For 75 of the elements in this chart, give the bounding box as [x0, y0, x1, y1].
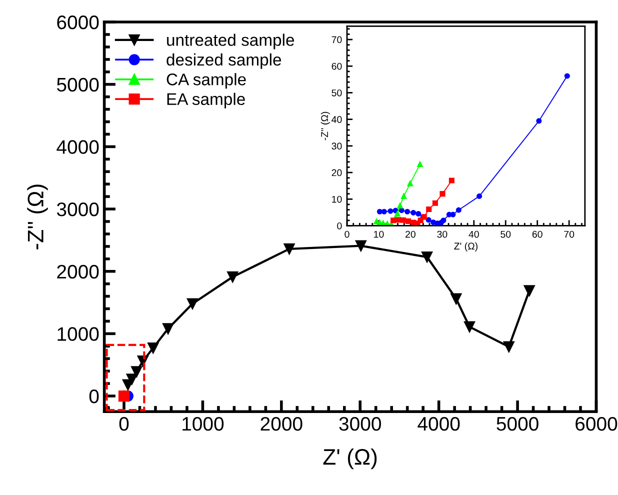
- point: [426, 206, 432, 212]
- point: [376, 208, 382, 214]
- point: [404, 208, 410, 214]
- point: [284, 243, 295, 254]
- point: [126, 374, 138, 385]
- point: [536, 118, 542, 124]
- y-tick-label: 10: [332, 196, 342, 203]
- point: [524, 285, 535, 296]
- point: [405, 218, 412, 224]
- point: [162, 323, 174, 334]
- point: [450, 293, 462, 304]
- x-axis-title: Z' (Ω): [323, 448, 377, 470]
- y-tick-label: 5000: [56, 78, 99, 92]
- legend-label: CA sample: [166, 73, 246, 89]
- point: [381, 208, 387, 214]
- point: [464, 321, 476, 332]
- x-tick-label: 6000: [576, 416, 618, 431]
- point: [418, 218, 424, 224]
- point: [131, 366, 142, 378]
- point: [227, 271, 238, 283]
- x-tick-label: 2000: [260, 416, 302, 431]
- x-tick-label: 5000: [496, 416, 538, 431]
- point: [148, 342, 159, 354]
- y-tick-label: 3000: [56, 202, 99, 216]
- y-tick-label: 0: [89, 389, 99, 404]
- x-tick-label: 50: [500, 230, 511, 238]
- point: [564, 73, 570, 79]
- x-tick-label: 20: [406, 230, 416, 238]
- point: [396, 217, 402, 223]
- point: [355, 240, 366, 252]
- point: [397, 202, 403, 209]
- point: [503, 341, 514, 352]
- point: [476, 193, 482, 199]
- x-tick-label: 4000: [418, 416, 460, 431]
- y-axis-title: -Z'' (Ω): [27, 184, 48, 250]
- x-tick-label: 40: [468, 230, 479, 238]
- y-tick-label: 6000: [57, 15, 99, 30]
- y-tick-label: 50: [332, 89, 342, 96]
- point: [448, 178, 454, 184]
- point: [401, 193, 407, 199]
- point: [394, 210, 400, 217]
- point: [440, 191, 446, 197]
- point: [421, 251, 433, 263]
- point: [398, 208, 404, 214]
- x-tick-label: 0: [344, 230, 350, 238]
- y-axis-title: -Z'' (Ω): [320, 112, 330, 140]
- y-tick-label: 20: [332, 169, 342, 176]
- y-tick-label: 30: [332, 142, 342, 150]
- x-tick-label: 1000: [182, 416, 224, 431]
- point: [186, 298, 198, 310]
- point: [388, 208, 394, 214]
- x-tick-label: 60: [532, 230, 542, 238]
- x-tick-label: 30: [437, 230, 448, 238]
- x-tick-label: 10: [374, 230, 384, 238]
- x-axis-title: Z' (Ω): [454, 242, 478, 252]
- legend-label: desized sample: [166, 53, 282, 69]
- y-tick-label: 0: [337, 222, 342, 230]
- x-tick-label: 0: [119, 416, 129, 431]
- point: [430, 219, 436, 226]
- x-tick-label: 70: [564, 230, 574, 238]
- point: [440, 218, 446, 224]
- point: [456, 207, 462, 213]
- y-tick-label: 40: [332, 116, 342, 123]
- point: [432, 200, 438, 206]
- legend-label: untreated sample: [167, 34, 294, 50]
- y-tick-label: 1000: [58, 327, 99, 341]
- point: [400, 217, 406, 223]
- point: [410, 210, 416, 216]
- point: [416, 210, 422, 217]
- y-tick-label: 60: [332, 62, 342, 70]
- y-tick-label: 4000: [56, 140, 99, 154]
- legend-label: EA sample: [167, 92, 245, 108]
- y-tick-label: 70: [332, 36, 342, 44]
- point: [426, 217, 432, 223]
- y-tick-label: 2000: [57, 264, 99, 279]
